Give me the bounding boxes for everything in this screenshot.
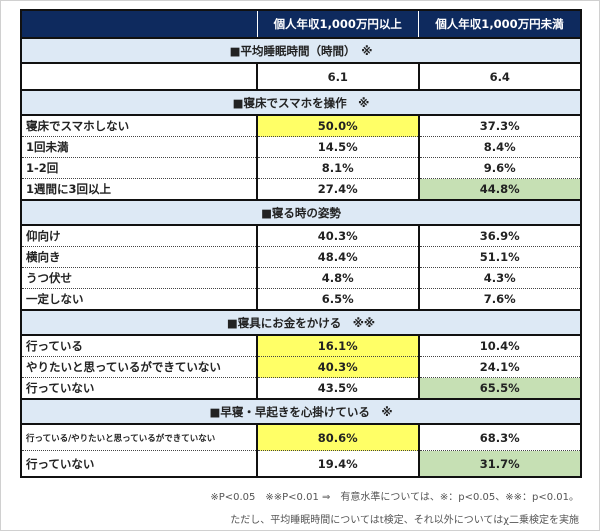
value-over-10m: 8.1% (256, 157, 419, 179)
value-over-10m: 48.4% (256, 246, 419, 268)
value-under-10m: 10.4% (417, 335, 581, 357)
value-over-10m: 14.5% (256, 136, 419, 158)
section-header: ■寝具にお金をかける ※※ (21, 309, 581, 336)
row-label: 行っている/やりたいと思っているができていない (21, 424, 258, 451)
value-over-10m: 19.4% (256, 450, 419, 477)
section-title: ■平均睡眠時間（時間） ※ (21, 37, 581, 64)
value-over-10m: 6.1 (256, 63, 419, 90)
value-under-10m: 37.3% (417, 115, 581, 137)
footnote-significance: ※P<0.05 ※※P<0.01 ⇒ 有意水準については、※：p<0.05、※※… (210, 492, 579, 503)
table-row: 行っている/やりたいと思っているができていない 80.6% 68.3% (21, 424, 581, 451)
value-under-10m: 6.4 (417, 63, 581, 90)
row-label: 1週間に3回以上 (26, 182, 112, 196)
row-label: うつ伏せ (21, 267, 258, 289)
section-title: ■寝る時の姿勢 (21, 199, 581, 226)
table-row: うつ伏せ 4.8% 4.3% (21, 267, 581, 289)
section-title: ■寝具にお金をかける ※※ (21, 309, 581, 336)
value-over-10m: 50.0% (256, 115, 419, 137)
footnote-method: ただし、平均睡眠時間についてはt検定、それ以外についてはχ二乗検定を実施 (230, 515, 579, 526)
value-over-10m: 80.6% (256, 424, 419, 451)
value-under-10m: 24.1% (417, 356, 581, 378)
table-row: 行っていない 43.5% 65.5% (21, 377, 581, 399)
table-row: 仰向け 40.3% 36.9% (21, 225, 581, 247)
table-row: 1-2回 8.1% 9.6% (21, 157, 581, 179)
header-income-under-10m: 個人年収1,000万円未満 (418, 10, 581, 38)
value-over-10m: 16.1% (256, 335, 419, 357)
table-row: 行っている 16.1% 10.4% (21, 335, 581, 357)
section-header: ■寝床でスマホを操作 ※ (21, 89, 581, 116)
value-under-10m: 68.3% (417, 424, 581, 451)
row-label: 寝床でスマホしない (21, 115, 258, 137)
row-label (21, 63, 257, 90)
section-header: ■寝る時の姿勢 (21, 199, 581, 226)
header-income-over-10m: 個人年収1,000万円以上 (256, 10, 419, 38)
value-under-10m: 9.6% (417, 157, 581, 179)
value-over-10m: 27.4% (256, 178, 419, 200)
value-under-10m: 36.9% (417, 225, 581, 247)
value-over-10m: 43.5% (256, 377, 419, 399)
row-label: 仰向け (21, 225, 258, 247)
section-header: ■早寝・早起きを心掛けている ※ (21, 398, 581, 425)
table-header: 個人年収1,000万円以上 個人年収1,000万円未満 (21, 10, 581, 38)
row-label: 一定しない (26, 292, 84, 306)
value-over-10m: 40.3% (256, 225, 419, 247)
table-row: 横向き 48.4% 51.1% (21, 246, 581, 268)
table-row: 1回未満 14.5% 8.4% (21, 136, 581, 158)
table-row: 一定しない 6.5% 7.6% (21, 288, 581, 310)
value-under-10m: 44.8% (417, 178, 581, 200)
row-label: 行っている (21, 335, 258, 357)
value-under-10m: 65.5% (417, 377, 581, 399)
value-over-10m: 6.5% (256, 288, 419, 310)
section-title: ■早寝・早起きを心掛けている ※ (21, 398, 581, 425)
row-label: 行っていない (26, 381, 95, 395)
value-under-10m: 7.6% (417, 288, 581, 310)
table-row: 寝床でスマホしない 50.0% 37.3% (21, 115, 581, 137)
table-row: 行っていない 19.4% 31.7% (21, 450, 581, 477)
section-title: ■寝床でスマホを操作 ※ (21, 89, 581, 116)
value-over-10m: 40.3% (256, 356, 419, 378)
table-row: やりたいと思っているができていない 40.3% 24.1% (21, 356, 581, 378)
row-label: 1回未満 (21, 136, 258, 158)
value-under-10m: 51.1% (417, 246, 581, 268)
table-row: 6.1 6.4 (21, 63, 581, 90)
row-label: やりたいと思っているができていない (21, 356, 258, 378)
value-under-10m: 31.7% (417, 450, 581, 477)
row-label: 1-2回 (21, 157, 258, 179)
value-under-10m: 8.4% (417, 136, 581, 158)
row-label: 横向き (21, 246, 258, 268)
header-blank (21, 10, 258, 38)
value-under-10m: 4.3% (417, 267, 581, 289)
comparison-table: 個人年収1,000万円以上 個人年収1,000万円未満 ■平均睡眠時間（時間） … (20, 9, 582, 478)
table-row: 1週間に3回以上 27.4% 44.8% (21, 178, 581, 200)
value-over-10m: 4.8% (256, 267, 419, 289)
row-label: 行っていない (26, 456, 95, 471)
section-header: ■平均睡眠時間（時間） ※ (21, 37, 581, 64)
